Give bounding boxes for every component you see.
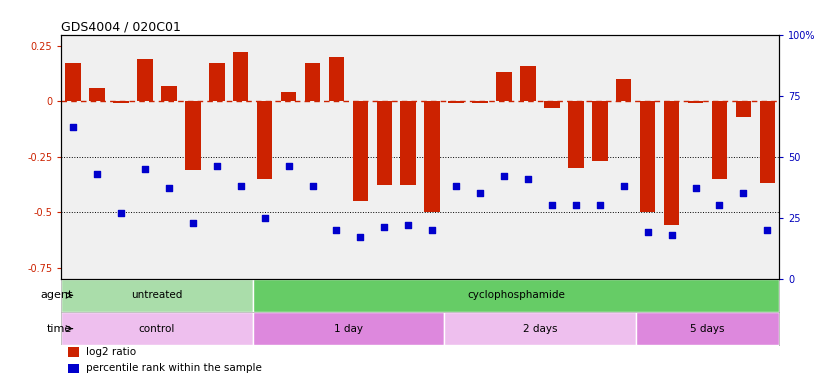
- Bar: [376, 101, 392, 185]
- Point: [473, 190, 486, 196]
- Bar: [209, 63, 224, 101]
- Bar: [65, 63, 81, 101]
- Bar: [663, 101, 680, 225]
- Bar: [616, 79, 632, 101]
- Bar: [113, 101, 129, 103]
- Text: 2 days: 2 days: [523, 324, 557, 334]
- Bar: [636, 312, 779, 345]
- Point: [114, 210, 127, 216]
- Bar: [688, 101, 703, 103]
- Bar: [401, 101, 416, 185]
- Bar: [544, 101, 560, 108]
- Point: [67, 124, 80, 131]
- Bar: [760, 101, 775, 183]
- Bar: [61, 312, 253, 345]
- Bar: [592, 101, 608, 161]
- Point: [641, 229, 654, 235]
- Point: [665, 232, 678, 238]
- Text: 1 day: 1 day: [334, 324, 363, 334]
- Bar: [520, 66, 536, 101]
- Text: 5 days: 5 days: [690, 324, 725, 334]
- Point: [545, 202, 558, 209]
- Bar: [640, 101, 655, 212]
- Point: [91, 170, 104, 177]
- Bar: [735, 101, 752, 117]
- Point: [426, 227, 439, 233]
- Point: [211, 163, 224, 169]
- Point: [282, 163, 295, 169]
- Bar: [568, 101, 583, 168]
- Bar: [161, 86, 177, 101]
- Bar: [253, 312, 444, 345]
- Text: untreated: untreated: [131, 290, 183, 300]
- Point: [162, 185, 175, 191]
- Bar: [61, 279, 253, 312]
- Text: control: control: [139, 324, 175, 334]
- Point: [713, 202, 726, 209]
- Point: [450, 183, 463, 189]
- Bar: [304, 63, 321, 101]
- Point: [617, 183, 630, 189]
- Bar: [424, 101, 440, 212]
- Point: [234, 183, 247, 189]
- Text: cyclophosphamide: cyclophosphamide: [467, 290, 565, 300]
- Bar: [253, 279, 779, 312]
- Text: percentile rank within the sample: percentile rank within the sample: [86, 363, 262, 373]
- Bar: [89, 88, 105, 101]
- Bar: [281, 92, 296, 101]
- Text: GDS4004 / 020C01: GDS4004 / 020C01: [61, 20, 181, 33]
- Text: time: time: [47, 324, 73, 334]
- Point: [737, 190, 750, 196]
- Point: [258, 215, 271, 221]
- Point: [354, 234, 367, 240]
- Bar: [448, 101, 464, 103]
- Point: [570, 202, 583, 209]
- Point: [306, 183, 319, 189]
- Point: [498, 173, 511, 179]
- Bar: [329, 57, 344, 101]
- Bar: [185, 101, 201, 170]
- Bar: [496, 72, 512, 101]
- Point: [401, 222, 415, 228]
- Bar: [353, 101, 368, 201]
- Text: agent: agent: [40, 290, 73, 300]
- Point: [139, 166, 152, 172]
- Bar: [69, 348, 79, 357]
- Text: log2 ratio: log2 ratio: [86, 347, 136, 357]
- Point: [378, 224, 391, 230]
- Point: [186, 219, 199, 225]
- Bar: [137, 59, 153, 101]
- Point: [593, 202, 606, 209]
- Bar: [257, 101, 273, 179]
- Point: [330, 227, 343, 233]
- Bar: [712, 101, 727, 179]
- Bar: [444, 312, 636, 345]
- Point: [689, 185, 702, 191]
- Bar: [472, 101, 488, 103]
- Bar: [69, 364, 79, 373]
- Point: [521, 175, 534, 182]
- Bar: [233, 52, 249, 101]
- Point: [761, 227, 774, 233]
